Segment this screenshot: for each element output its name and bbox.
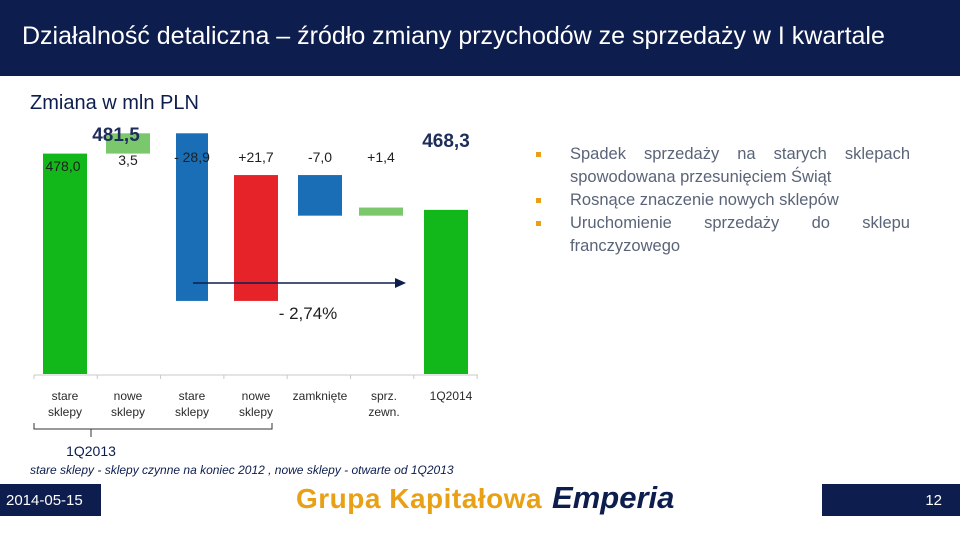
logo-emperia-text: Emperia (552, 480, 675, 515)
x-tick-label: sprz. (371, 389, 397, 403)
bullet-item: Rosnące znaczenie nowych sklepów (536, 189, 910, 212)
change-label: - 2,74% (279, 304, 338, 323)
total-bar (424, 209, 468, 374)
company-logo: Grupa Kapitałowa Emperia (296, 480, 674, 516)
chart-subtitle: Zmiana w mln PLN (30, 92, 199, 114)
title-bar: Działalność detaliczna – źródło zmiany p… (0, 0, 960, 76)
logo-grupa-text: Grupa Kapitałowa (296, 483, 543, 514)
delta-bar (234, 175, 278, 301)
footnote: stare sklepy - sklepy czynne na koniec 2… (30, 463, 454, 477)
page-title: Działalność detaliczna – źródło zmiany p… (22, 22, 885, 50)
subtotal-label: 481,5 (92, 125, 140, 146)
data-label: -7,0 (308, 149, 332, 165)
x-tick-label: sklepy (175, 405, 209, 419)
x-tick-label: nowe (242, 389, 271, 403)
bullet-list: Spadek sprzedaży na starych sklepach spo… (536, 143, 910, 258)
x-tick-label: zamknięte (293, 389, 348, 403)
x-tick-label: stare (52, 389, 79, 403)
footer-date: 2014-05-15 (6, 492, 83, 509)
change-arrow-head (395, 278, 406, 288)
x-tick-label: sklepy (48, 405, 82, 419)
page-number: 12 (925, 492, 942, 509)
x-tick-label: sklepy (239, 405, 273, 419)
delta-bar (298, 175, 342, 216)
x-tick-label: sklepy (111, 405, 145, 419)
data-label: +1,4 (367, 149, 395, 165)
delta-bar (176, 133, 208, 301)
bullet-item: Uruchomienie sprzedaży do sklepu franczy… (536, 212, 910, 258)
delta-bar (106, 133, 150, 154)
data-label: 3,5 (118, 152, 138, 168)
data-label: +21,7 (238, 149, 274, 165)
x-tick-label: stare (179, 389, 206, 403)
group-label: 1Q2013 (66, 443, 116, 459)
x-tick-label: zewn. (368, 405, 399, 419)
data-label: - 28,9 (174, 149, 210, 165)
footer-date-box: 2014-05-15 (0, 484, 101, 516)
total-bar (43, 153, 87, 374)
x-tick-label: 1Q2014 (430, 389, 473, 403)
bullet-item: Spadek sprzedaży na starych sklepach spo… (536, 143, 910, 189)
footer-page-box: 12 (822, 484, 960, 516)
data-label: 478,0 (45, 158, 80, 174)
x-tick-label: nowe (114, 389, 143, 403)
delta-bar (359, 207, 403, 216)
data-label: 468,3 (422, 131, 470, 152)
group-bracket (33, 423, 273, 430)
